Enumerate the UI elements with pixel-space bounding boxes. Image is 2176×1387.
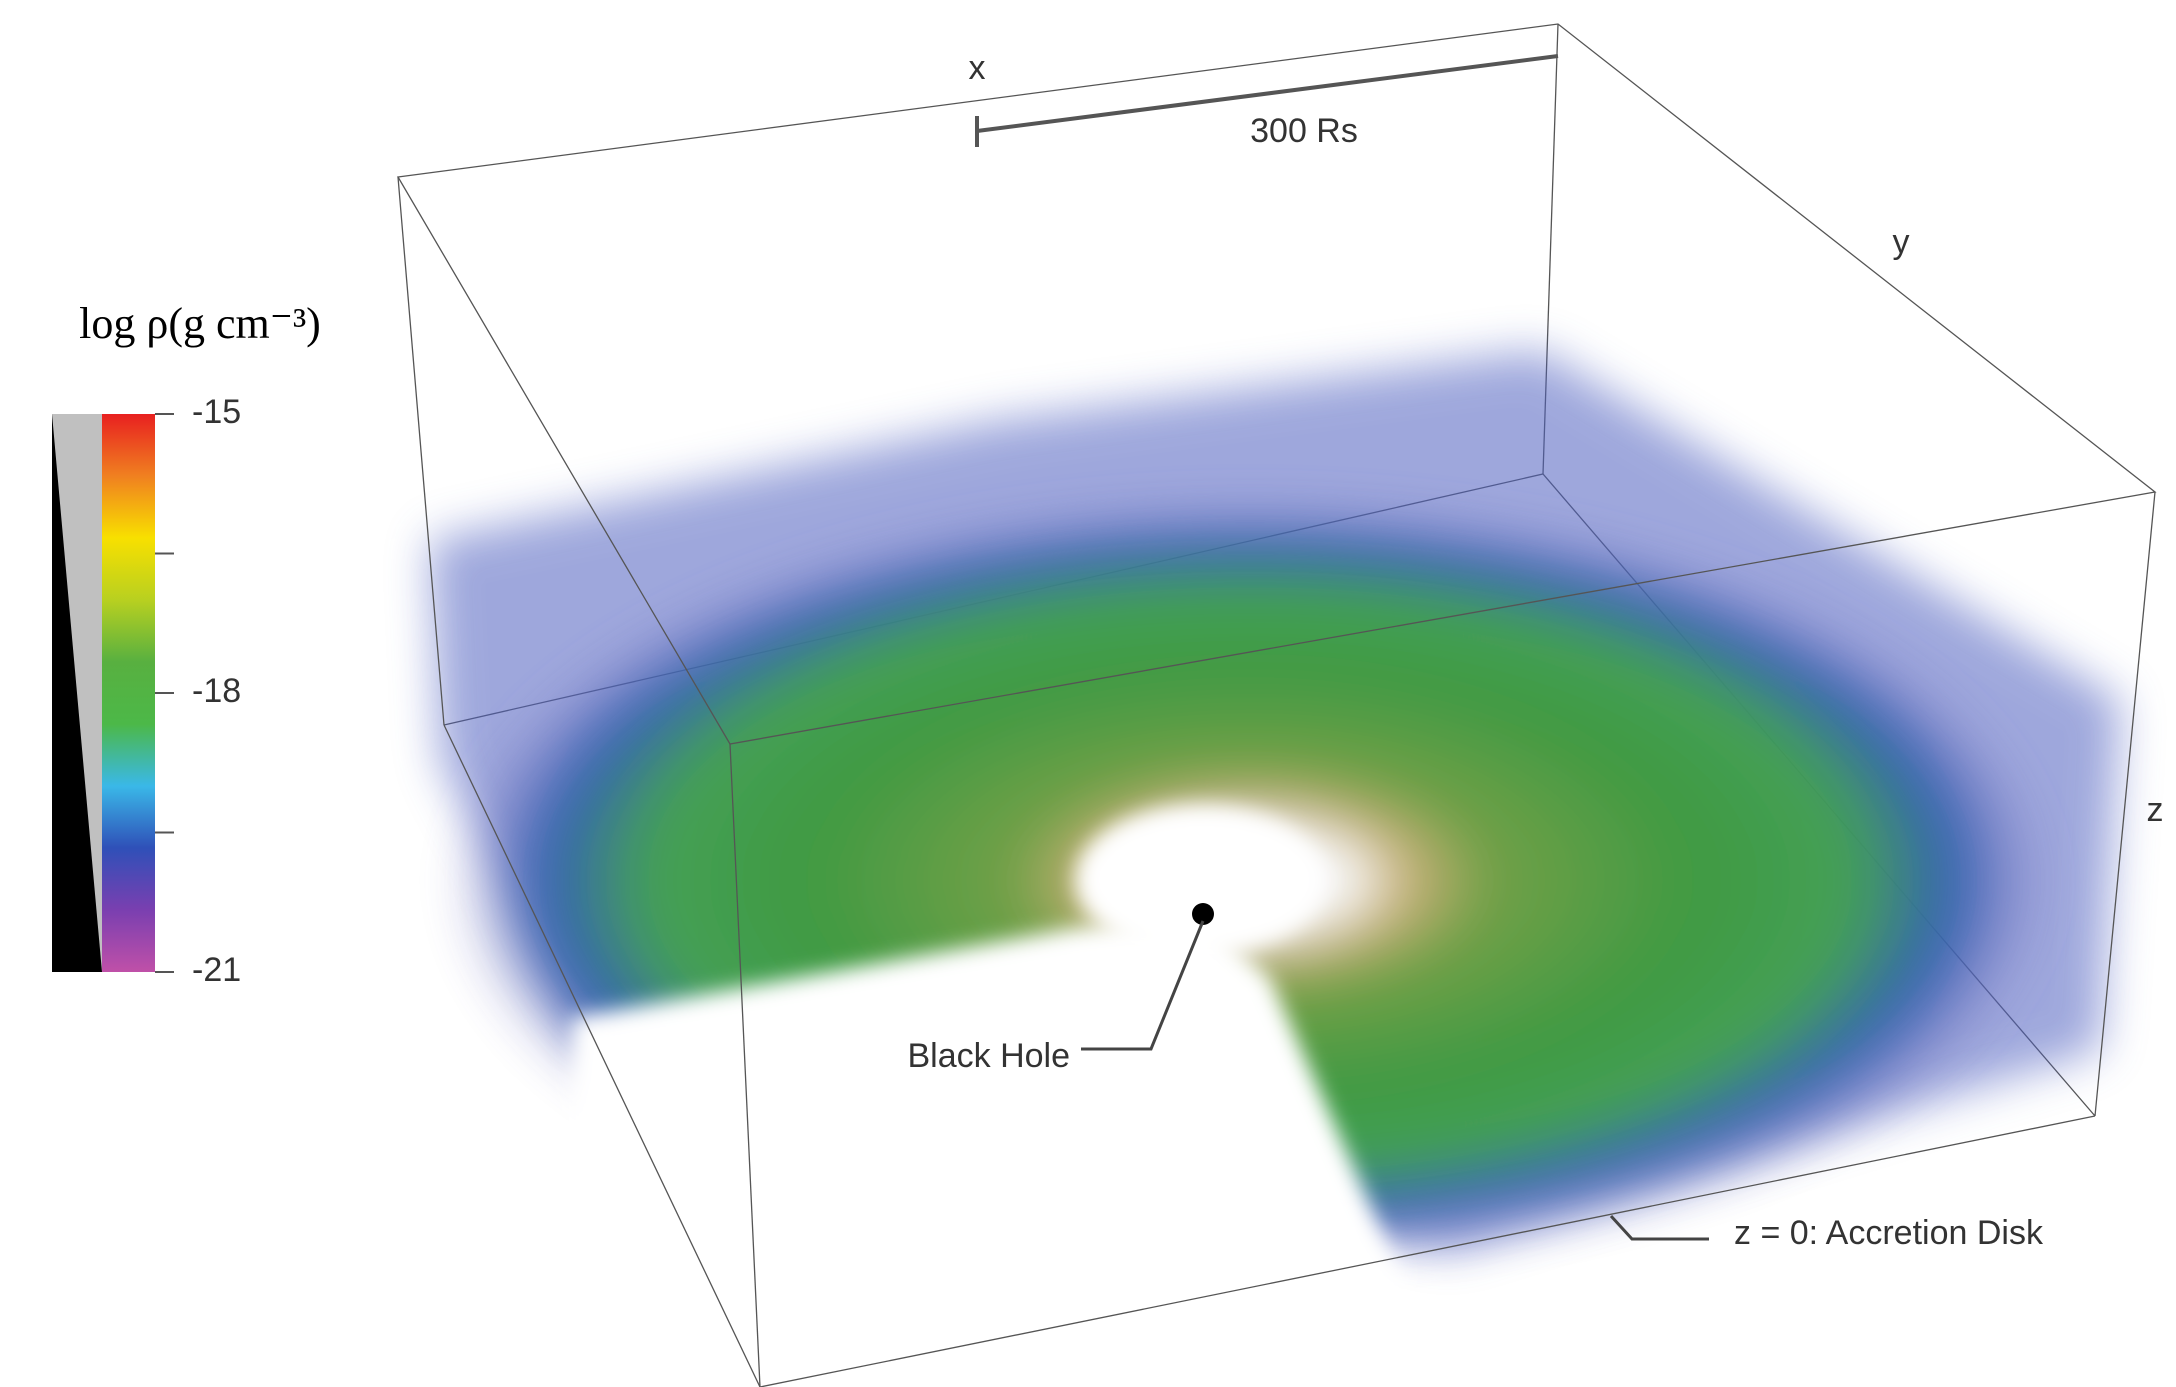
tick-label: -15 — [192, 393, 241, 431]
annotation: z = 0: Accretion Disk — [1734, 1214, 2044, 1252]
colorbar-label: log ρ(g cm⁻³) — [79, 299, 321, 348]
scale-label: 300 Rs — [1250, 112, 1358, 150]
disk-annotation: z = 0: Accretion Disk — [1611, 1214, 2044, 1252]
annotation: Black Hole — [907, 1037, 1070, 1075]
axis-label: y — [1893, 223, 1910, 261]
axis-label: x — [969, 49, 986, 87]
figure: 300 Rs x y z Black Hole z = 0: Accretion… — [0, 0, 2176, 1387]
scale-bar: 300 Rs — [977, 56, 1558, 150]
axis-label: z — [2147, 791, 2164, 829]
tick-label: -21 — [192, 951, 241, 989]
tick-label: -18 — [192, 672, 241, 710]
colorbar: log ρ(g cm⁻³) -15 -18 -21 — [52, 299, 321, 989]
